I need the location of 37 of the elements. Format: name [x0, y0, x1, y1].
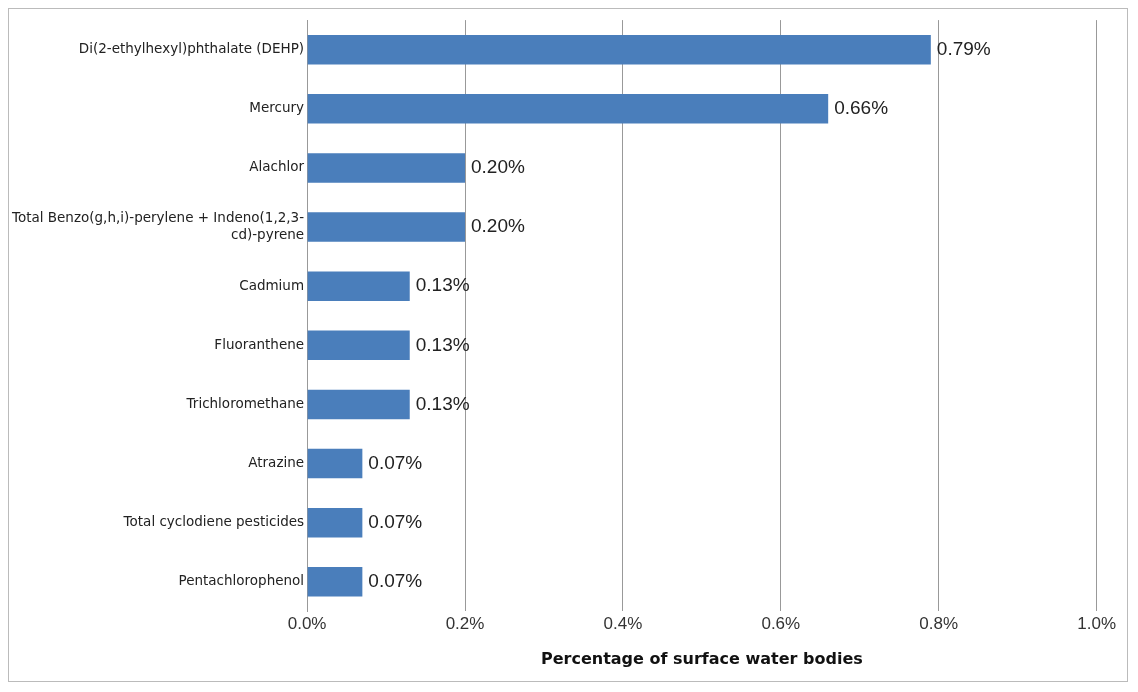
- y-tick-label: Pentachlorophenol: [178, 572, 305, 589]
- y-tick-label: Atrazine: [248, 454, 305, 471]
- y-tick-label: Trichloromethane: [185, 394, 305, 411]
- bar: [307, 567, 363, 597]
- bar: [307, 507, 363, 538]
- y-tick-label: Cadmium: [239, 276, 305, 293]
- data-label: 0.20%: [471, 215, 525, 237]
- y-tick-label: Total cyclodiene pesticides: [122, 513, 305, 530]
- x-axis-title: Percentage of surface water bodies: [540, 648, 863, 668]
- bar: [307, 389, 410, 420]
- data-label: 0.20%: [471, 156, 525, 178]
- data-label: 0.07%: [368, 570, 423, 592]
- y-tick-label: Mercury: [249, 99, 305, 116]
- bar: [307, 94, 829, 124]
- bar: [307, 448, 363, 479]
- data-label: 0.13%: [415, 392, 470, 414]
- bar: [307, 271, 410, 301]
- data-label: 0.13%: [415, 274, 470, 296]
- data-label: 0.07%: [368, 510, 423, 532]
- data-label: 0.07%: [368, 451, 423, 473]
- bar: [307, 153, 465, 183]
- x-tick-label: 0.2%: [445, 614, 485, 634]
- y-tick-label: Total Benzo(g,h,i)-perylene + Indeno(1,2,3-cd)-pyrene: [10, 209, 305, 242]
- bar: [307, 34, 931, 65]
- data-label: 0.13%: [415, 333, 470, 355]
- x-tick-label: 0.8%: [919, 614, 959, 634]
- y-tick-label: Fluoranthene: [214, 335, 305, 352]
- bar: [307, 330, 410, 361]
- x-tick-label: 0.4%: [603, 614, 643, 634]
- y-tick-label: Alachlor: [249, 158, 305, 175]
- x-tick-label: 0.6%: [761, 614, 801, 634]
- bar: [307, 212, 465, 242]
- x-tick-label: 1.0%: [1077, 614, 1116, 634]
- x-tick-label: 0.0%: [287, 614, 327, 634]
- data-label: 0.66%: [834, 97, 889, 119]
- data-label: 0.79%: [936, 37, 991, 59]
- y-tick-label: Di(2-ethylhexyl)phthalate (DEHP): [78, 40, 305, 57]
